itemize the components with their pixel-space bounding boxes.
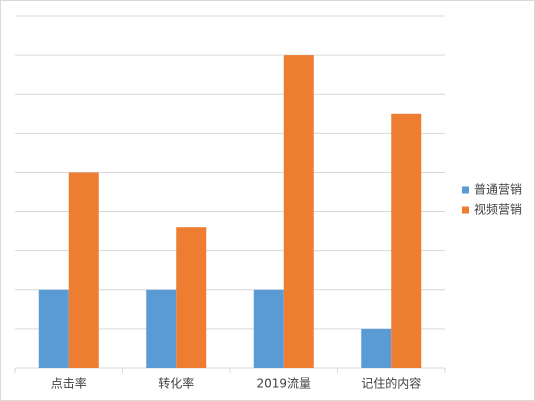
bar — [68, 172, 99, 368]
x-tick-label: 转化率 — [158, 376, 194, 391]
legend-swatch — [462, 206, 469, 214]
bar — [391, 113, 422, 369]
legend-label: 视频营销 — [474, 202, 522, 217]
x-tick-label: 2019流量 — [256, 377, 311, 391]
legend-swatch — [462, 186, 469, 194]
bar — [253, 289, 284, 368]
bar — [361, 328, 392, 368]
x-tick-label: 点击率 — [51, 376, 87, 391]
legend-label: 普通营销 — [474, 183, 522, 197]
bar — [38, 289, 69, 368]
bar — [176, 227, 207, 368]
bar — [146, 289, 177, 368]
x-tick-label: 记住的内容 — [361, 376, 421, 391]
bar — [283, 55, 314, 368]
